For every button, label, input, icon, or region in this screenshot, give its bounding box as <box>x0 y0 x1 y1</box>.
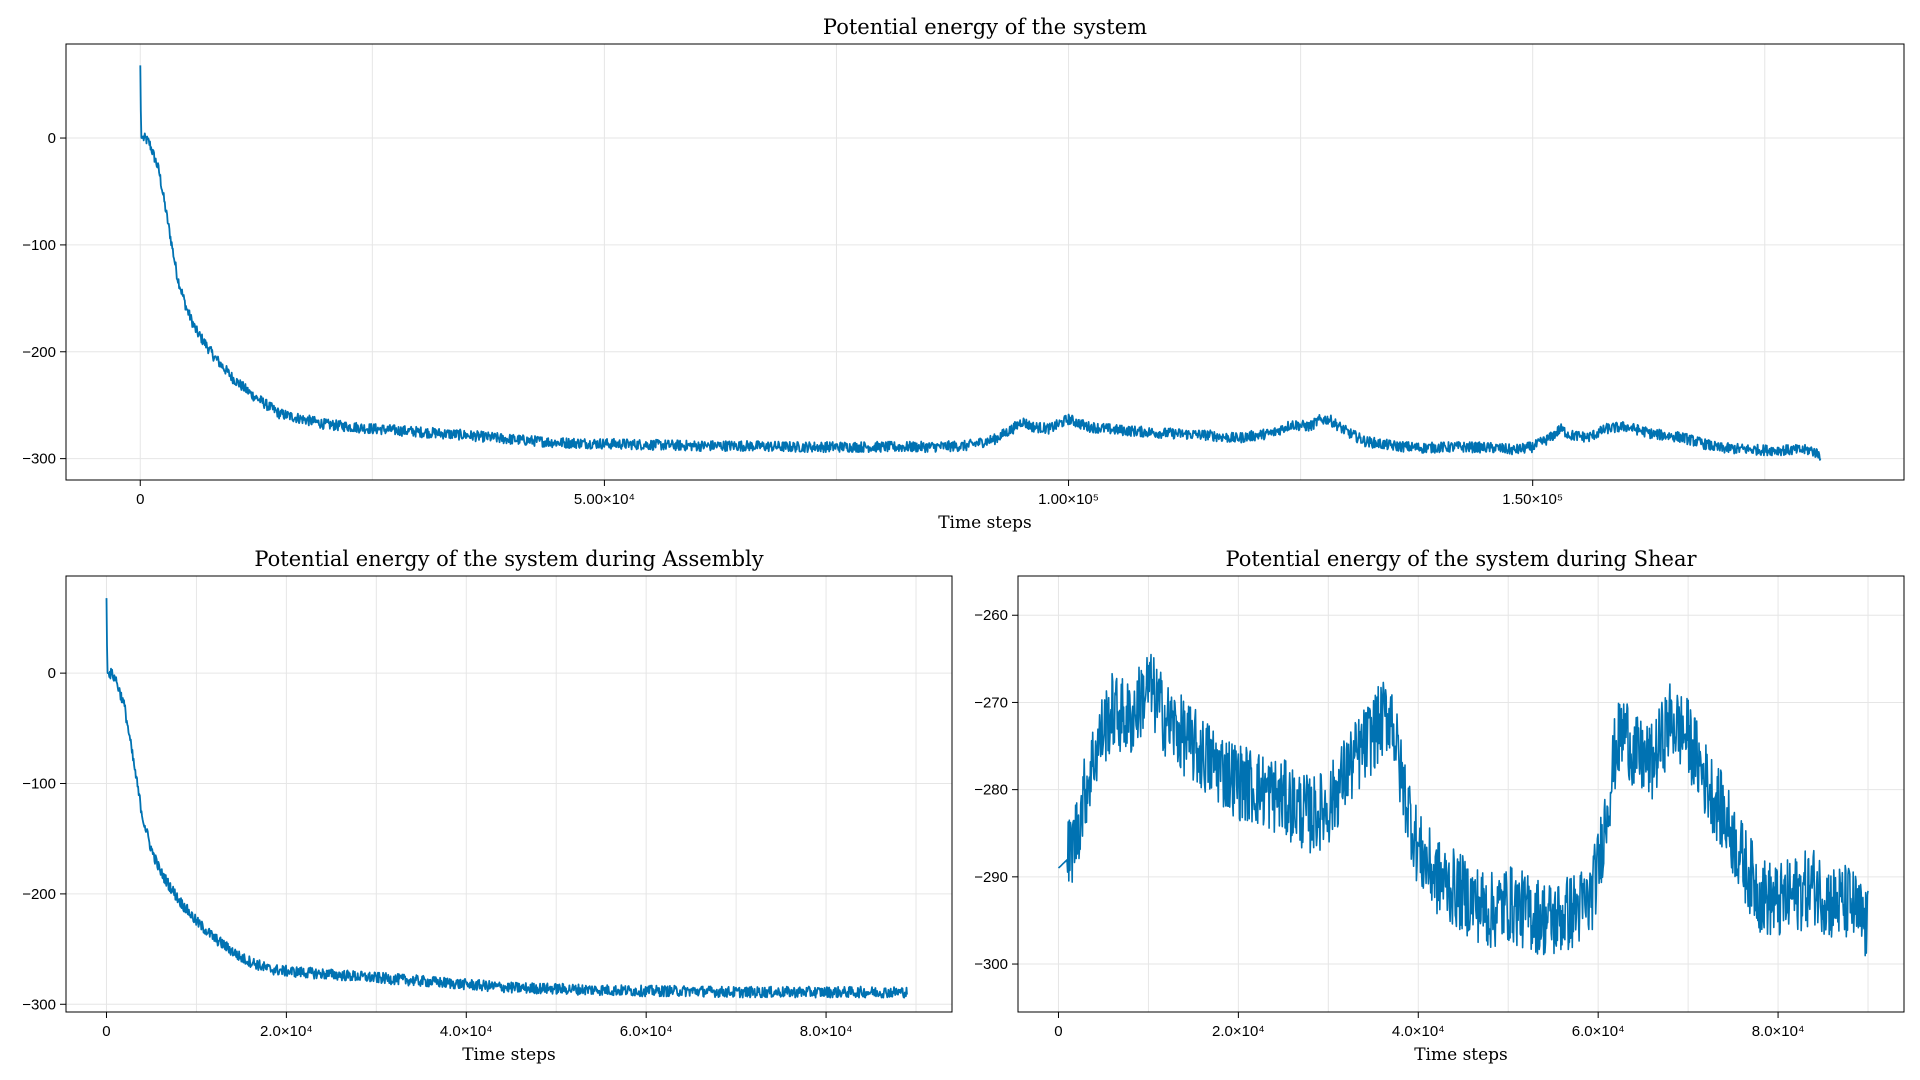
x-axis-ticks: 0 2.0×10⁴ 4.0×10⁴ 6.0×10⁴ 8.0×10⁴ <box>1054 1012 1804 1040</box>
y-tick-label: −300 <box>22 451 56 468</box>
y-tick-label: 0 <box>48 130 56 147</box>
x-tick-label: 4.0×10⁴ <box>440 1023 493 1040</box>
y-tick-label: −100 <box>22 776 56 793</box>
chart-title: Potential energy of the system <box>823 15 1147 39</box>
panel-potential-energy-full: 0 5.00×10⁴ 1.00×10⁵ 1.50×10⁵ 0−100−200−300 … <box>22 15 1905 533</box>
y-axis-ticks: 0 −100 −200 −300 <box>22 665 66 1013</box>
y-tick-label: −300 <box>22 996 56 1013</box>
chart-title: Potential energy of the system during As… <box>254 547 763 571</box>
x-tick-label: 0 <box>102 1023 110 1040</box>
plot-frame <box>65 43 1905 481</box>
x-axis-ticks: 0 2.0×10⁴ 4.0×10⁴ 6.0×10⁴ 8.0×10⁴ <box>102 1012 852 1040</box>
x-tick-label: 2.0×10⁴ <box>1212 1023 1265 1040</box>
series-layer <box>105 598 908 999</box>
chart-title: Potential energy of the system during Sh… <box>1225 547 1697 571</box>
x-tick-label: 0 <box>1054 1023 1062 1040</box>
y-tick-label: −200 <box>22 344 56 361</box>
series-line <box>139 65 1822 461</box>
x-axis-label: Time steps <box>1414 1045 1508 1065</box>
plot-frame <box>65 575 953 1013</box>
y-axis-ticks: −260 −270 −280 −290 −300 <box>974 607 1018 973</box>
y-tick-label: −280 <box>974 782 1008 799</box>
x-tick-label: 1.50×10⁵ <box>1502 491 1563 508</box>
y-tick-label: −100 <box>22 237 56 254</box>
y-tick-label: −270 <box>974 694 1008 711</box>
panel-potential-energy-assembly: 0 2.0×10⁴ 4.0×10⁴ 6.0×10⁴ 8.0×10⁴ 0 −100 −200 −… <box>22 547 953 1065</box>
panel-potential-energy-shear: 0 2.0×10⁴ 4.0×10⁴ 6.0×10⁴ 8.0×10⁴ −260−270−2… <box>974 547 1905 1065</box>
x-tick-label: 1.00×10⁵ <box>1038 491 1099 508</box>
series-line <box>105 598 908 999</box>
x-tick-label: 8.0×10⁴ <box>800 1023 853 1040</box>
x-tick-label: 5.00×10⁴ <box>574 491 635 508</box>
x-tick-label: 2.0×10⁴ <box>260 1023 313 1040</box>
series-layer <box>139 65 1822 461</box>
series-line <box>1057 653 1869 957</box>
x-tick-label: 6.0×10⁴ <box>1572 1023 1625 1040</box>
y-tick-label: −290 <box>974 869 1008 886</box>
series-layer <box>1057 653 1869 957</box>
y-tick-label: −260 <box>974 607 1008 624</box>
x-axis-ticks: 0 5.00×10⁴ 1.00×10⁵ 1.50×10⁵ <box>136 480 1563 508</box>
x-axis-label: Time steps <box>938 513 1032 533</box>
x-axis-label: Time steps <box>462 1045 556 1065</box>
x-tick-label: 0 <box>136 491 144 508</box>
x-tick-label: 8.0×10⁴ <box>1752 1023 1805 1040</box>
grid <box>1018 576 1904 1012</box>
y-tick-label: 0 <box>48 665 56 682</box>
y-axis-ticks: 0 −100 −200 −300 <box>22 130 66 468</box>
x-tick-label: 4.0×10⁴ <box>1392 1023 1445 1040</box>
x-tick-label: 6.0×10⁴ <box>620 1023 673 1040</box>
plot-frame <box>1017 575 1905 1013</box>
grid <box>66 576 952 1012</box>
y-tick-label: −200 <box>22 886 56 903</box>
grid <box>66 44 1904 480</box>
y-tick-label: −300 <box>974 956 1008 973</box>
